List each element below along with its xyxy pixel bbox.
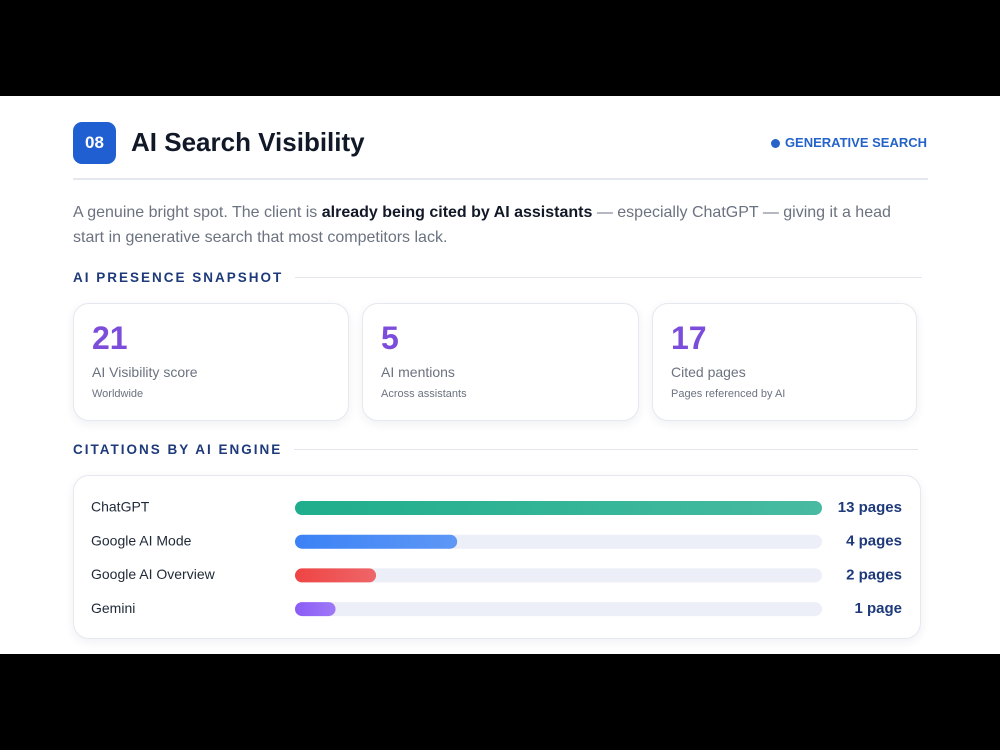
section-number: 08 — [73, 122, 116, 164]
intro-text: A genuine bright spot. The client is — [73, 204, 322, 221]
value-label: 2 pages — [846, 566, 902, 583]
bar — [295, 568, 377, 583]
value-label: 13 pages — [838, 499, 902, 516]
intro-text: — especially ChatGPT — giving it a head … — [73, 204, 891, 246]
stat-value: 5 — [381, 320, 399, 356]
stat-label: AI mentions — [381, 364, 455, 380]
section-heading-text: CITATIONS BY AI ENGINE — [73, 442, 283, 457]
stat-card: 21 AI Visibility score Worldwide — [73, 303, 349, 421]
intro: A genuine bright spot. The client is alr… — [73, 200, 893, 250]
stat-note: Pages referenced by AI — [671, 388, 786, 400]
stat-note: Worldwide — [92, 388, 144, 400]
stat-card: 5 AI mentions Across assistants — [362, 303, 639, 421]
section-heading: CITATIONS BY AI ENGINE — [73, 442, 918, 457]
bar — [295, 501, 822, 515]
section-heading: AI PRESENCE SNAPSHOT — [73, 270, 922, 285]
category-label: Gemini — [91, 600, 135, 616]
slide: 08 AI Search Visibility GENERATIVE SEARC… — [0, 96, 1000, 654]
tag: GENERATIVE SEARCH — [784, 135, 927, 150]
stat-note: Across assistants — [381, 388, 467, 400]
chart: ChatGPT 13 pages Google AI Mode 4 pages Goog… — [91, 499, 902, 617]
section-heading-text: AI PRESENCE SNAPSHOT — [73, 270, 284, 285]
value-label: 4 pages — [846, 533, 902, 550]
value-label: 1 page — [854, 600, 902, 617]
divider — [73, 178, 928, 180]
title: AI Search Visibility — [131, 127, 365, 157]
intro-bold: already being cited by AI assistants — [321, 204, 593, 221]
chart-card — [73, 475, 921, 639]
category-label: Google AI Mode — [91, 532, 192, 548]
stat-value: 17 — [671, 320, 707, 356]
tag-dot — [771, 139, 780, 148]
stat-value: 21 — [92, 320, 128, 356]
category-label: ChatGPT — [91, 499, 150, 515]
stat-card: 17 Cited pages Pages referenced by AI — [652, 303, 917, 421]
stat-label: AI Visibility score — [92, 364, 198, 380]
bar-track — [295, 568, 822, 583]
bar-track — [295, 602, 822, 617]
bar — [295, 534, 458, 549]
bar — [295, 602, 336, 617]
stat-label: Cited pages — [671, 364, 746, 380]
category-label: Google AI Overview — [91, 566, 216, 582]
